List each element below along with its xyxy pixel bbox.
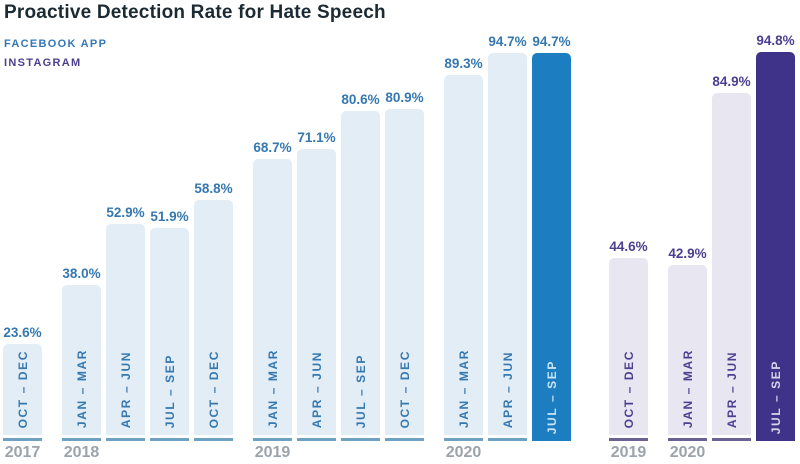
bar-facebook-app-2020-jul-sep: JUL – SEP <box>532 53 571 441</box>
bar-value-label: 80.6% <box>341 92 380 107</box>
chart-title: Proactive Detection Rate for Hate Speech <box>4 2 386 23</box>
bar-value-label: 84.9% <box>712 74 751 89</box>
bar-baseline-tick <box>150 438 189 441</box>
bar-baseline-tick <box>385 438 424 441</box>
bar-period-label: OCT – DEC <box>15 349 30 428</box>
bar-period-label: JUL – SEP <box>353 353 368 428</box>
bar-period-label: JUL – SEP <box>544 359 559 434</box>
bar-value-label: 38.0% <box>62 266 101 281</box>
bar-baseline-tick <box>609 438 648 441</box>
bar-period-label: JAN – MAR <box>265 348 280 428</box>
bar-period-label: APR – JUN <box>500 350 515 428</box>
bar-baseline-tick <box>488 438 527 441</box>
bar-value-label: 58.8% <box>194 181 233 196</box>
bar-value-label: 94.7% <box>488 34 527 49</box>
bar-value-label: 94.8% <box>756 33 795 48</box>
bar-baseline-tick <box>444 438 483 441</box>
bar-period-label: OCT – DEC <box>397 349 412 428</box>
bar-facebook-app-2019-apr-jun: APR – JUN <box>297 149 336 435</box>
bar-baseline-tick <box>712 438 751 441</box>
bar-value-label: 52.9% <box>106 205 145 220</box>
legend-item-instagram: INSTAGRAM <box>4 57 82 69</box>
axis-year-label: 2018 <box>63 444 100 461</box>
bar-period-label: OCT – DEC <box>621 349 636 428</box>
bar-facebook-app-2020-jan-mar: JAN – MAR <box>444 75 483 435</box>
legend-item-facebook-app: FACEBOOK APP <box>4 38 108 50</box>
bar-baseline-tick <box>341 438 380 441</box>
bar-facebook-app-2018-jan-mar: JAN – MAR <box>62 285 101 435</box>
bar-baseline-tick <box>668 438 707 441</box>
bar-period-label: JAN – MAR <box>680 348 695 428</box>
bar-value-label: 42.9% <box>668 246 707 261</box>
bar-facebook-app-2017-oct-dec: OCT – DEC <box>3 344 42 435</box>
bar-instagram-2019-oct-dec: OCT – DEC <box>609 258 648 435</box>
bar-instagram-2020-apr-jun: APR – JUN <box>712 93 751 435</box>
bar-facebook-app-2020-apr-jun: APR – JUN <box>488 53 527 435</box>
chart-legend: FACEBOOK APP INSTAGRAM <box>4 35 107 73</box>
bar-period-label: APR – JUN <box>724 350 739 428</box>
bar-value-label: 51.9% <box>150 209 189 224</box>
axis-year-label: 2020 <box>445 444 482 461</box>
bar-baseline-tick <box>253 438 292 441</box>
bar-value-label: 23.6% <box>3 325 42 340</box>
axis-year-label: 2017 <box>4 444 41 461</box>
bar-value-label: 89.3% <box>444 56 483 71</box>
bar-facebook-app-2018-apr-jun: APR – JUN <box>106 224 145 435</box>
bar-value-label: 80.9% <box>385 90 424 105</box>
bar-period-label: APR – JUN <box>118 350 133 428</box>
bar-period-label: JUL – SEP <box>768 359 783 434</box>
bar-facebook-app-2019-oct-dec: OCT – DEC <box>385 109 424 435</box>
axis-year-label: 2019 <box>254 444 291 461</box>
bar-period-label: APR – JUN <box>309 350 324 428</box>
bar-period-label: JAN – MAR <box>74 348 89 428</box>
bar-facebook-app-2018-oct-dec: OCT – DEC <box>194 200 233 435</box>
axis-year-label: 2019 <box>610 444 647 461</box>
bar-period-label: JUL – SEP <box>162 353 177 428</box>
bar-facebook-app-2018-jul-sep: JUL – SEP <box>150 228 189 435</box>
bar-facebook-app-2019-jan-mar: JAN – MAR <box>253 159 292 435</box>
bar-value-label: 94.7% <box>532 34 571 49</box>
bar-instagram-2020-jan-mar: JAN – MAR <box>668 265 707 435</box>
bar-baseline-tick <box>297 438 336 441</box>
bar-value-label: 71.1% <box>297 130 336 145</box>
bar-baseline-tick <box>194 438 233 441</box>
bar-value-label: 68.7% <box>253 140 292 155</box>
bar-period-label: JAN – MAR <box>456 348 471 428</box>
bar-baseline-tick <box>3 438 42 441</box>
bar-value-label: 44.6% <box>609 239 648 254</box>
bar-baseline-tick <box>62 438 101 441</box>
axis-year-label: 2020 <box>669 444 706 461</box>
bar-period-label: OCT – DEC <box>206 349 221 428</box>
bar-instagram-2020-jul-sep: JUL – SEP <box>756 52 795 441</box>
bar-facebook-app-2019-jul-sep: JUL – SEP <box>341 111 380 435</box>
bar-baseline-tick <box>106 438 145 441</box>
